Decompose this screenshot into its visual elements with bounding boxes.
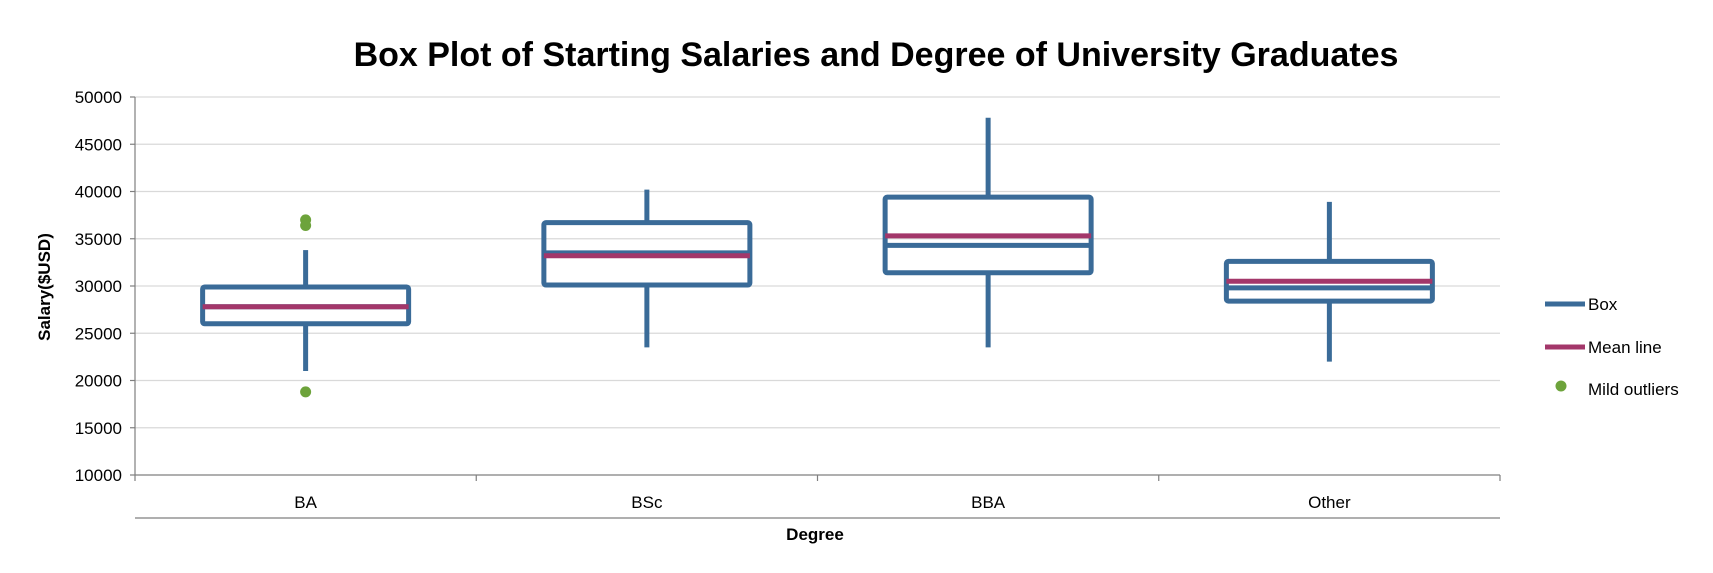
y-axis-title: Salary($USD) xyxy=(35,233,54,341)
x-tick-label: Other xyxy=(1308,493,1351,512)
y-tick-label: 20000 xyxy=(75,372,122,391)
y-tick-label: 15000 xyxy=(75,419,122,438)
y-tick-label: 40000 xyxy=(75,183,122,202)
legend-item-outlier: Mild outliers xyxy=(1555,380,1679,399)
boxes xyxy=(200,117,1435,398)
box-group-ba xyxy=(200,214,412,398)
box-group-other xyxy=(1223,201,1435,362)
x-tick-label: BBA xyxy=(971,493,1006,512)
legend: Box Mean line Mild outliers xyxy=(1545,295,1679,399)
legend-label: Box xyxy=(1588,295,1618,314)
y-tick-label: 35000 xyxy=(75,230,122,249)
chart-title: Box Plot of Starting Salaries and Degree… xyxy=(354,36,1399,74)
y-tick-label: 25000 xyxy=(75,324,122,343)
legend-item-box: Box xyxy=(1545,295,1618,314)
legend-label: Mean line xyxy=(1588,338,1662,357)
y-tick-label: 10000 xyxy=(75,466,122,485)
outlier-point xyxy=(300,220,312,232)
x-axis-title: Degree xyxy=(786,525,844,544)
y-tick-label: 50000 xyxy=(75,88,122,107)
y-tick-label: 30000 xyxy=(75,277,122,296)
y-tick-label: 45000 xyxy=(75,135,122,154)
outlier-point xyxy=(300,386,312,398)
x-tick-label: BSc xyxy=(631,493,663,512)
box-group-bba xyxy=(882,117,1094,348)
legend-item-mean: Mean line xyxy=(1545,338,1662,357)
x-tick-label: BA xyxy=(294,493,317,512)
box-group-bsc xyxy=(541,189,753,348)
legend-swatch-outlier xyxy=(1555,380,1567,392)
axes: 10000 15000 20000 25000 30000 35000 40000 45000… xyxy=(75,88,1501,519)
legend-label: Mild outliers xyxy=(1588,380,1679,399)
